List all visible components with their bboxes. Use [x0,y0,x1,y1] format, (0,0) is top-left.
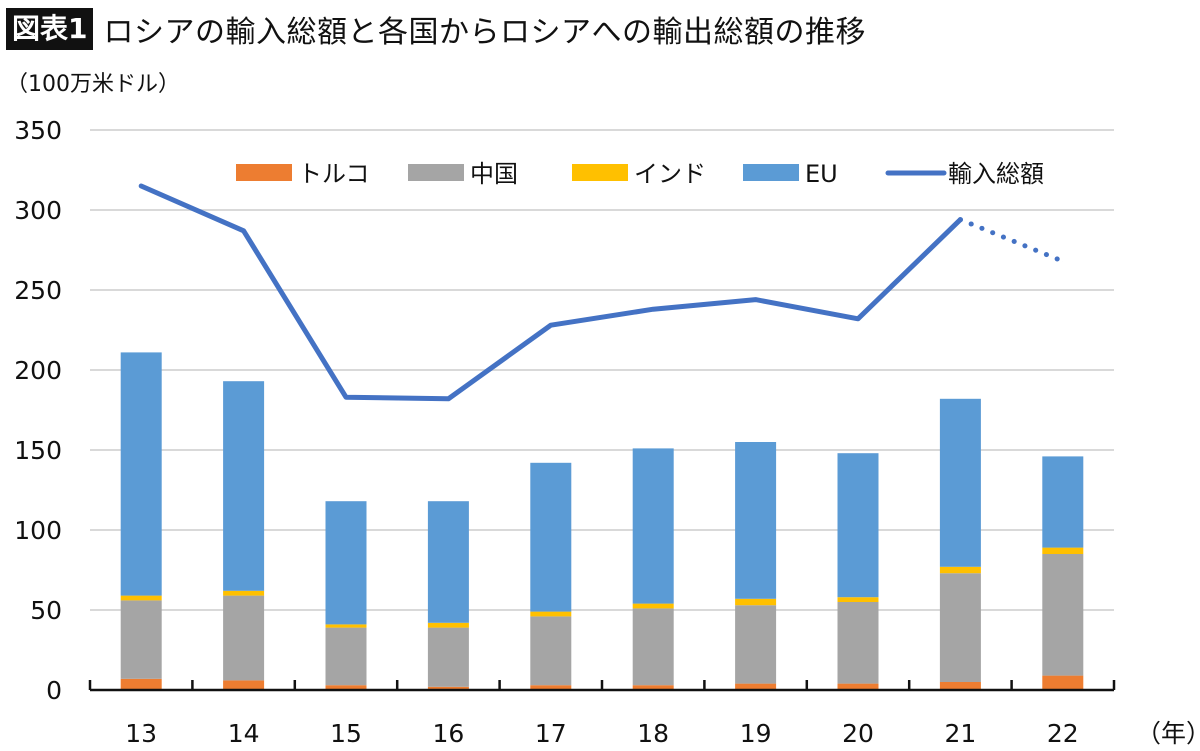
y-tick-label: 200 [14,356,62,385]
bar-インド-14 [223,590,265,596]
bars [120,352,1084,690]
total-import-line-solid [138,183,963,402]
legend-label: トルコ [298,160,370,188]
x-tick-label: 20 [842,719,874,748]
legend-swatch-トルコ [236,164,292,181]
bar-中国-14 [223,595,265,681]
bar-EU-15 [325,501,367,625]
bar-EU-17 [530,462,572,612]
y-tick-label: 100 [14,516,62,545]
x-tick-label: 14 [228,719,260,748]
bar-インド-21 [939,566,981,574]
bar-中国-21 [939,573,981,682]
y-tick-label: 0 [46,676,62,705]
y-tick-label: 150 [14,436,62,465]
bar-EU-16 [427,501,469,623]
y-axis-unit-label: （100万米ドル） [6,72,180,97]
bar-中国-17 [530,616,572,686]
bar-インド-20 [837,597,879,602]
bar-インド-18 [632,603,674,609]
bar-トルコ-18 [632,685,674,690]
bar-トルコ-20 [837,683,879,690]
y-tick-label: 50 [30,596,62,625]
x-tick-label: 18 [637,719,669,748]
legend-label: インド [634,160,706,188]
legend-label: 輸入総額 [948,160,1044,188]
chart-title: ロシアの輸入総額と各国からロシアへの輸出総額の推移 [103,15,866,50]
bar-インド-22 [1042,547,1084,554]
x-axis-unit-label: （年） [1136,719,1200,748]
total-import-line-dotted [957,217,1066,264]
x-tick-label: 17 [535,719,567,748]
x-tick-label: 13 [125,719,157,748]
bar-インド-19 [735,598,777,606]
bar-EU-19 [735,442,777,599]
y-tick-label: 350 [14,116,62,145]
bar-中国-18 [632,608,674,686]
bar-トルコ-19 [735,683,777,690]
y-axis-ticks: 0 50 100 150 200 250 300 350 [14,116,62,705]
legend-label: 中国 [470,160,518,188]
legend: トルコ 中国 インド EU 輸入総額 [236,160,1044,188]
bar-インド-13 [120,595,162,601]
legend-swatch-インド [572,164,628,181]
bar-トルコ-16 [427,686,469,690]
bar-中国-19 [735,605,777,684]
bar-中国-20 [837,602,879,684]
x-axis [88,680,1116,692]
x-tick-label: 21 [944,719,976,748]
bar-トルコ-14 [223,680,265,690]
x-tick-label: 15 [330,719,362,748]
y-tick-label: 250 [14,276,62,305]
bar-中国-22 [1042,554,1084,676]
bar-EU-14 [223,381,265,591]
bar-トルコ-21 [939,682,981,690]
figure-badge: 図表1 [6,8,94,50]
bar-EU-13 [120,352,162,596]
bar-中国-16 [427,627,469,687]
bar-トルコ-22 [1042,675,1084,690]
bar-インド-15 [325,624,367,628]
x-tick-label: 19 [740,719,772,748]
bar-インド-17 [530,611,572,617]
bar-トルコ-13 [120,678,162,690]
bar-トルコ-15 [325,685,367,690]
x-tick-label: 16 [432,719,464,748]
y-tick-label: 300 [14,196,62,225]
bar-中国-13 [120,600,162,679]
legend-swatch-EU [743,164,799,181]
bar-EU-22 [1042,456,1084,548]
x-axis-ticks: 13 14 15 16 17 18 19 20 21 22 [125,719,1078,748]
x-tick-label: 22 [1047,719,1079,748]
total-import-line [138,183,1066,402]
legend-swatch-中国 [408,164,464,181]
bar-インド-16 [427,622,469,628]
legend-label: EU [805,160,838,188]
bar-トルコ-17 [530,685,572,690]
bar-中国-15 [325,627,367,686]
bar-EU-21 [939,398,981,567]
bar-EU-20 [837,453,879,598]
bar-EU-18 [632,448,674,604]
title-row: 図表1 ロシアの輸入総額と各国からロシアへの輸出総額の推移 [6,6,866,52]
